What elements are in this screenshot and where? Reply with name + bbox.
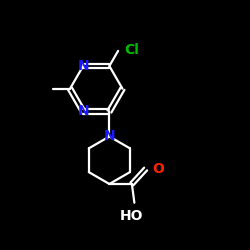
Text: O: O bbox=[152, 162, 164, 176]
Text: N: N bbox=[104, 130, 115, 143]
Text: N: N bbox=[77, 104, 89, 118]
Text: N: N bbox=[77, 59, 89, 73]
Text: Cl: Cl bbox=[124, 42, 139, 56]
Text: HO: HO bbox=[120, 209, 144, 223]
